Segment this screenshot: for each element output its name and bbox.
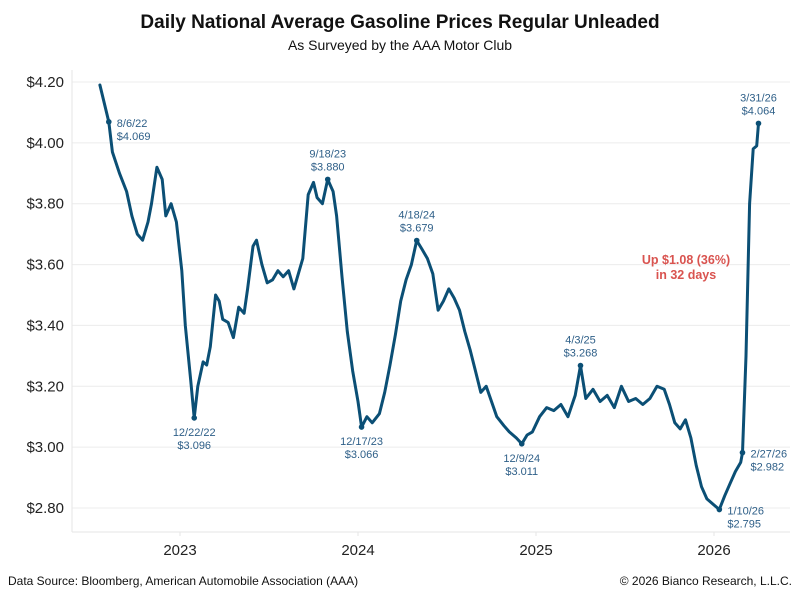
annotation-date: 8/6/22 <box>117 118 148 130</box>
x-tick-label: 2026 <box>697 542 730 559</box>
annotation-marker <box>755 120 762 127</box>
annotation-marker <box>577 362 584 369</box>
callout-group: Up $1.08 (36%) in 32 days <box>642 253 730 282</box>
x-axis-ticks: 2023 2024 2025 2026 <box>163 532 731 559</box>
annotation-value: $2.795 <box>727 519 761 531</box>
annotation-date: 9/18/23 <box>309 148 346 160</box>
callout-line-1: Up $1.08 (36%) <box>642 253 730 267</box>
y-tick-label: $3.20 <box>26 378 64 395</box>
annotation-date: 12/17/23 <box>340 436 383 448</box>
annotations: 8/6/22$4.069 12/22/22$3.096 9/18/23$3.880 1… <box>106 92 787 531</box>
y-tick-label: $2.80 <box>26 500 64 517</box>
series-group <box>98 83 760 511</box>
y-tick-label: $3.00 <box>26 439 64 456</box>
y-tick-label: $4.00 <box>26 135 64 152</box>
annotation-value: $3.096 <box>177 440 211 452</box>
series-line-regular-unleaded <box>98 83 760 511</box>
chart-title: Daily National Average Gasoline Prices R… <box>140 12 660 33</box>
annotation-value: $3.268 <box>564 348 598 360</box>
y-tick-label: $4.20 <box>26 74 64 91</box>
annotation-value: $4.069 <box>117 131 151 143</box>
annotation-date: 4/3/25 <box>565 335 596 347</box>
annotation-value: $3.679 <box>400 223 434 235</box>
y-tick-label: $3.60 <box>26 257 64 274</box>
data-source-note: Data Source: Bloomberg, American Automob… <box>8 574 359 588</box>
annotation-value: $3.066 <box>345 449 379 461</box>
annotation-value: $3.011 <box>505 466 538 478</box>
annotation-value: $4.064 <box>742 105 776 117</box>
y-tick-label: $3.40 <box>26 317 64 334</box>
annotation-date: 12/22/22 <box>173 427 216 439</box>
annotation-value: $3.880 <box>311 161 345 173</box>
axes <box>71 70 790 533</box>
annotation-marker <box>413 237 420 244</box>
y-axis-ticks: $4.20 $4.00 $3.80 $3.60 $3.40 $3.20 $3.00 $2.80 <box>26 74 64 517</box>
annotation-marker <box>739 449 746 456</box>
annotation-date: 12/9/24 <box>503 453 540 465</box>
annotation-value: $2.982 <box>750 462 784 474</box>
annotation-date: 3/31/26 <box>740 92 777 104</box>
callout-line-2: in 32 days <box>656 268 716 282</box>
x-tick-label: 2024 <box>341 542 374 559</box>
x-tick-label: 2023 <box>163 542 196 559</box>
annotation-marker <box>324 176 331 183</box>
annotation-marker <box>358 424 365 430</box>
annotation-date: 2/27/26 <box>750 449 787 461</box>
y-tick-label: $3.80 <box>26 196 64 213</box>
copyright-note: © 2026 Bianco Research, L.L.C. <box>619 574 792 588</box>
annotation-date: 1/10/26 <box>727 506 764 518</box>
annotation-marker <box>518 440 525 447</box>
annotation-date: 4/18/24 <box>398 210 435 222</box>
chart-subtitle: As Surveyed by the AAA Motor Club <box>287 37 513 53</box>
annotation-marker <box>191 415 198 421</box>
annotation-marker <box>716 506 723 513</box>
annotation-marker <box>106 119 112 125</box>
x-tick-label: 2025 <box>519 542 552 559</box>
